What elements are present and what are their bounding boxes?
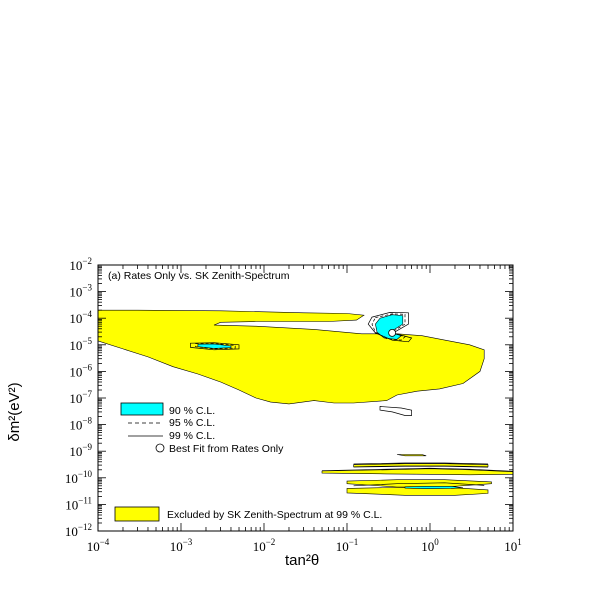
x-tick-label: 101 (504, 537, 522, 554)
x-tick-label: 10−4 (87, 537, 110, 554)
excluded-region-upper-band (98, 309, 485, 405)
legend: 90 % C.L. 95 % C.L. 99 % C.L. Best Fit f… (114, 402, 382, 522)
x-tick-label: 100 (421, 537, 439, 554)
y-tick-label: 10−10 (65, 469, 93, 486)
y-tick-label: 10−12 (65, 522, 92, 539)
plot-frame (97, 264, 514, 532)
y-tick-label: 10−6 (69, 362, 92, 379)
cl95-contour-1 (195, 343, 236, 350)
cl99-contour-3 (353, 462, 489, 465)
legend-cl95-label: 95 % C.L. (169, 417, 215, 429)
cl99-contour-2 (379, 406, 412, 416)
cl99-contour-5 (321, 467, 513, 472)
x-tick-label: 10−3 (170, 537, 193, 554)
best-fit-point (388, 329, 397, 337)
cl99-contour-0 (367, 312, 413, 343)
cl99-contour-6 (353, 482, 485, 487)
legend-excluded-label: Excluded by SK Zenith-Spectrum at 99 % C… (167, 509, 382, 521)
x-axis-title: tan²θ (285, 552, 319, 569)
y-tick-label: 10−9 (69, 442, 92, 459)
y-tick-label: 10−2 (69, 256, 92, 273)
cl99-contour-4 (353, 465, 489, 468)
minor-ticks (97, 264, 514, 532)
cl90-region-2 (404, 485, 464, 490)
cl95-contour-0 (371, 313, 406, 341)
x-tick-label: 10−2 (253, 537, 276, 554)
y-tick-label: 10−11 (65, 495, 92, 512)
y-tick-label: 10−8 (69, 416, 92, 433)
legend-cl90-label: 90 % C.L. (169, 405, 215, 417)
legend-excluded-swatch (114, 506, 160, 522)
tick-labels: 10−4 10−3 10−2 10−1 100 101 10−12 10−11 10−10 10−… (65, 256, 522, 554)
contour-regions (98, 309, 513, 496)
x-tick-label: 10−1 (336, 537, 359, 554)
y-tick-label: 10−5 (69, 336, 92, 353)
y-axis-title: δm²(eV²) (6, 382, 23, 441)
excluded-region-low-band-1 (396, 454, 427, 457)
y-tick-label: 10−3 (69, 283, 92, 300)
legend-cl99-label: 99 % C.L. (169, 430, 215, 442)
legend-best-fit-circle (155, 443, 165, 453)
excluded-region-low-band-3 (321, 468, 513, 476)
cl99-contour-1 (190, 342, 240, 351)
cl90-region-1 (197, 343, 232, 349)
panel-label: (a) Rates Only vs. SK Zenith-Spectrum (108, 270, 290, 282)
legend-cl90-swatch (120, 402, 164, 416)
legend-best-fit-label: Best Fit from Rates Only (169, 443, 284, 455)
y-tick-label: 10−7 (69, 389, 92, 406)
y-tick-label: 10−4 (69, 309, 92, 326)
